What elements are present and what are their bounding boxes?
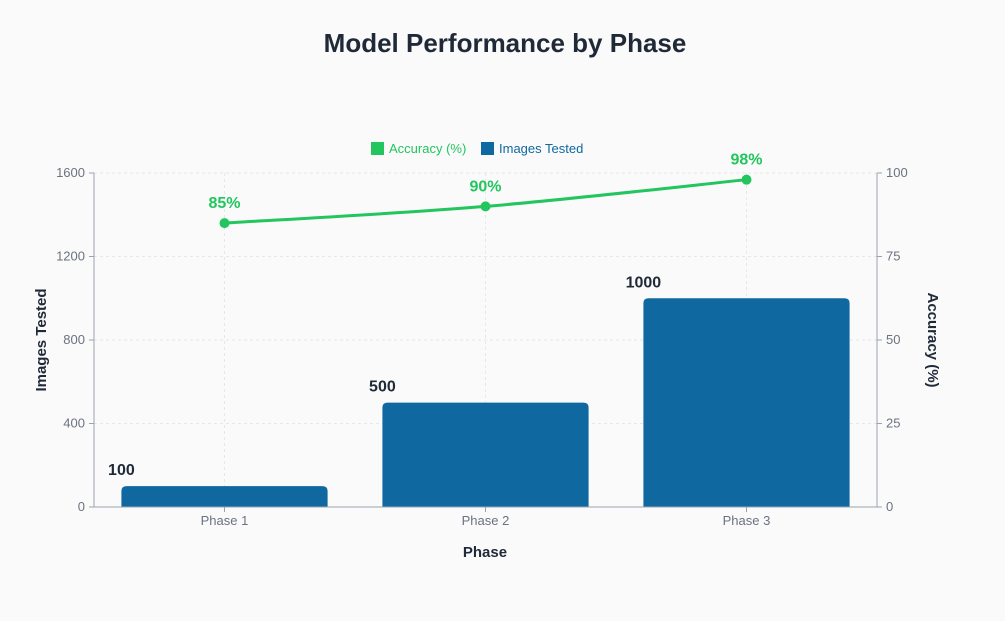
axes: 0 400 800 1200 1600 0 25 50 75 100 Phase 1 Phase 2 P…: [56, 165, 908, 528]
y-right-tick-label: 100: [886, 165, 908, 180]
bar-phase-3[interactable]: [643, 298, 850, 507]
x-tick-label: Phase 2: [462, 513, 510, 528]
legend: Accuracy (%) Images Tested: [371, 141, 583, 156]
y-axis-right-title: Accuracy (%): [924, 292, 941, 387]
y-axis-left-title: Images Tested: [33, 288, 50, 391]
y-right-tick-label: 50: [886, 332, 900, 347]
accuracy-point-phase-2[interactable]: [480, 201, 491, 212]
accuracy-data-label: 90%: [469, 178, 501, 195]
bar-data-label: 100: [108, 462, 135, 479]
bar-data-label: 1000: [626, 274, 662, 291]
y-left-tick-label: 1600: [56, 165, 85, 180]
y-left-tick-label: 400: [63, 416, 85, 431]
legend-item-images-tested[interactable]: Images Tested: [481, 141, 583, 156]
line-series-accuracy: 85% 90% 98%: [208, 152, 763, 229]
legend-item-accuracy[interactable]: Accuracy (%): [371, 141, 466, 156]
x-tick-label: Phase 3: [723, 513, 771, 528]
y-right-tick-label: 25: [886, 416, 900, 431]
bar-phase-1[interactable]: [121, 486, 328, 507]
y-left-tick-label: 800: [63, 332, 85, 347]
accuracy-point-phase-3[interactable]: [741, 174, 752, 185]
accuracy-data-label: 85%: [208, 195, 240, 212]
bar-phase-2[interactable]: [382, 402, 589, 507]
accuracy-data-label: 98%: [730, 152, 762, 169]
chart-title: Model Performance by Phase: [324, 28, 687, 58]
legend-label-accuracy: Accuracy (%): [389, 141, 466, 156]
bar-data-label: 500: [369, 379, 396, 396]
x-axis-title: Phase: [463, 544, 507, 561]
accuracy-point-phase-1[interactable]: [219, 218, 230, 229]
y-left-tick-label: 0: [78, 499, 85, 514]
y-left-tick-label: 1200: [56, 249, 85, 264]
legend-swatch-images-tested: [481, 142, 494, 155]
bar-series-images-tested: 100 500 1000: [108, 274, 850, 507]
y-right-tick-label: 75: [886, 249, 900, 264]
y-right-tick-label: 0: [886, 499, 893, 514]
legend-swatch-accuracy: [371, 142, 384, 155]
legend-label-images-tested: Images Tested: [499, 141, 583, 156]
x-tick-label: Phase 1: [201, 513, 249, 528]
